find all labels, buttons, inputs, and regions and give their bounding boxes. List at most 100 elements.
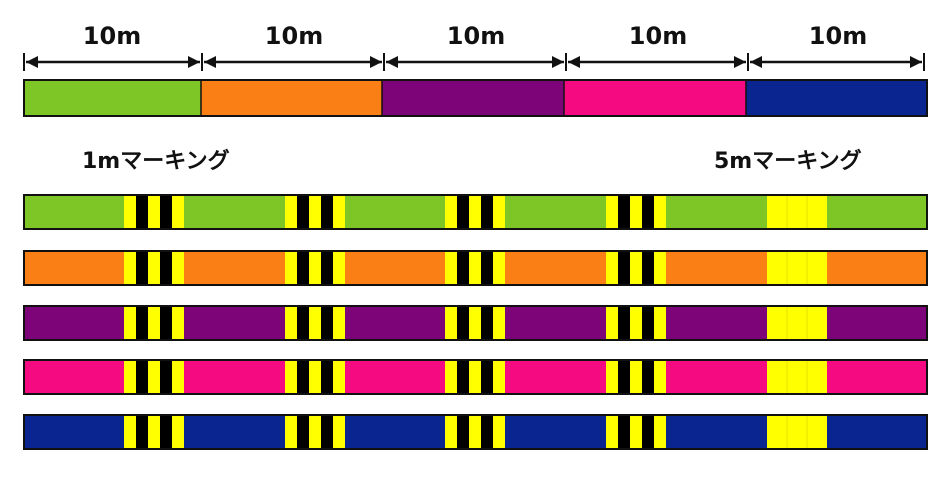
one-meter-mark	[124, 251, 184, 285]
one-meter-mark	[124, 360, 184, 394]
mark-black-stripe	[160, 360, 172, 394]
mark-black-stripe	[297, 360, 309, 394]
mark-black-stripe	[481, 360, 493, 394]
mark-black-stripe	[481, 415, 493, 449]
mark-black-stripe	[321, 415, 333, 449]
mark-black-stripe	[618, 415, 630, 449]
marked-line-navy	[23, 414, 928, 450]
mark-black-stripe	[297, 415, 309, 449]
marked-line-green	[23, 194, 928, 230]
marked-line-pink	[23, 359, 928, 395]
segment-label-5: 10m	[809, 22, 867, 50]
mark-black-stripe	[457, 360, 469, 394]
one-meter-mark	[285, 415, 345, 449]
one-meter-mark	[285, 251, 345, 285]
mark-black-stripe	[160, 251, 172, 285]
one-meter-mark	[606, 251, 666, 285]
segment-orange	[201, 80, 382, 116]
arrowhead-left-1	[26, 56, 38, 68]
mark-black-stripe	[136, 195, 148, 229]
arrowhead-right-4	[734, 56, 746, 68]
mark-black-stripe	[321, 251, 333, 285]
arrowhead-left-4	[568, 56, 580, 68]
segment-pink	[564, 80, 746, 116]
arrowhead-right-3	[552, 56, 564, 68]
arrowhead-left-5	[750, 56, 762, 68]
arrowhead-left-3	[386, 56, 398, 68]
segment-label-3: 10m	[447, 22, 505, 50]
five-meter-mark	[767, 195, 827, 229]
arrowhead-left-2	[204, 56, 216, 68]
mark-black-stripe	[136, 360, 148, 394]
mark-black-stripe	[481, 251, 493, 285]
mark-black-stripe	[136, 306, 148, 340]
segment-bar-border	[23, 79, 928, 117]
mark-black-stripe	[642, 251, 654, 285]
segment-label-4: 10m	[629, 22, 687, 50]
five-meter-marking-label: 5mマーキング	[714, 148, 862, 174]
mark-black-stripe	[321, 360, 333, 394]
mark-black-stripe	[297, 306, 309, 340]
line-border	[23, 414, 928, 450]
mark-black-stripe	[457, 415, 469, 449]
one-meter-mark	[606, 415, 666, 449]
segment-length-labels: 10m 10m 10m 10m 10m	[83, 22, 867, 50]
line-border	[23, 305, 928, 341]
mark-black-stripe	[457, 306, 469, 340]
segment-label-2: 10m	[265, 22, 323, 50]
mark-black-stripe	[642, 195, 654, 229]
mark-black-stripe	[321, 306, 333, 340]
mark-black-stripe	[457, 251, 469, 285]
one-meter-mark	[445, 251, 505, 285]
one-meter-mark	[285, 306, 345, 340]
one-meter-marking-label: 1mマーキング	[82, 148, 230, 174]
mark-black-stripe	[321, 195, 333, 229]
five-meter-mark	[767, 306, 827, 340]
segment-navy	[746, 80, 927, 116]
five-meter-mark	[767, 415, 827, 449]
mark-black-stripe	[136, 415, 148, 449]
mark-black-stripe	[297, 251, 309, 285]
mark-black-stripe	[618, 251, 630, 285]
mark-black-stripe	[642, 306, 654, 340]
mark-black-stripe	[642, 360, 654, 394]
mark-black-stripe	[481, 306, 493, 340]
marked-line-purple	[23, 305, 928, 341]
segment-length-arrows	[23, 53, 925, 71]
marked-lines	[23, 194, 928, 450]
one-meter-mark	[124, 415, 184, 449]
mark-black-stripe	[160, 415, 172, 449]
one-meter-mark	[445, 306, 505, 340]
arrowhead-right-2	[370, 56, 382, 68]
mark-black-stripe	[642, 415, 654, 449]
mark-black-stripe	[160, 195, 172, 229]
segment-purple	[382, 80, 564, 116]
five-meter-mark	[767, 251, 827, 285]
one-meter-mark	[606, 306, 666, 340]
line-border	[23, 250, 928, 286]
arrowhead-right-5	[910, 56, 922, 68]
one-meter-mark	[445, 415, 505, 449]
mark-black-stripe	[481, 195, 493, 229]
mark-black-stripe	[618, 195, 630, 229]
one-meter-mark	[124, 306, 184, 340]
arrowhead-right-1	[188, 56, 200, 68]
one-meter-mark	[445, 360, 505, 394]
mark-black-stripe	[136, 251, 148, 285]
one-meter-mark	[606, 195, 666, 229]
mark-black-stripe	[618, 360, 630, 394]
one-meter-mark	[285, 195, 345, 229]
color-segment-bar	[23, 79, 928, 117]
mark-black-stripe	[160, 306, 172, 340]
one-meter-mark	[285, 360, 345, 394]
mark-black-stripe	[618, 306, 630, 340]
line-border	[23, 194, 928, 230]
line-border	[23, 359, 928, 395]
five-meter-mark	[767, 360, 827, 394]
segment-label-1: 10m	[83, 22, 141, 50]
one-meter-mark	[124, 195, 184, 229]
marked-line-orange	[23, 250, 928, 286]
mark-black-stripe	[297, 195, 309, 229]
one-meter-mark	[606, 360, 666, 394]
